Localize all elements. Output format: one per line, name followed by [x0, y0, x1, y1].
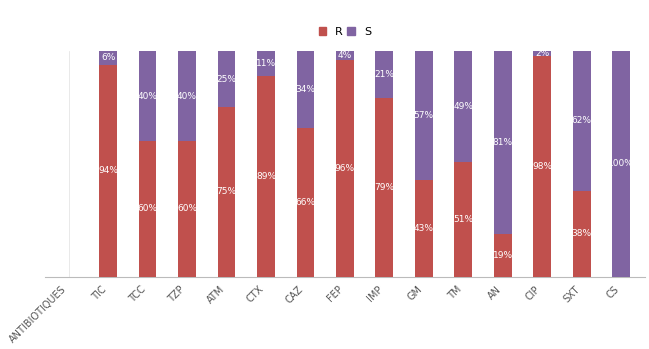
Text: 81%: 81% — [493, 138, 513, 147]
Bar — [178, 51, 196, 141]
Bar — [217, 107, 236, 276]
Bar — [533, 55, 551, 276]
Bar — [454, 162, 472, 276]
Text: 40%: 40% — [138, 91, 158, 101]
Text: 57%: 57% — [414, 111, 434, 120]
Text: 51%: 51% — [453, 215, 473, 224]
Bar — [415, 51, 433, 180]
Text: 96%: 96% — [335, 164, 355, 173]
Bar — [494, 51, 511, 234]
Bar — [494, 234, 511, 276]
Text: 4%: 4% — [337, 51, 352, 60]
Bar — [217, 51, 236, 107]
Bar — [178, 141, 196, 276]
Bar — [573, 191, 591, 276]
Text: 19%: 19% — [493, 251, 513, 260]
Text: 21%: 21% — [374, 70, 395, 79]
Text: 79%: 79% — [374, 183, 395, 192]
Text: 60%: 60% — [138, 205, 158, 213]
Bar — [336, 51, 354, 60]
Text: 94%: 94% — [98, 166, 118, 175]
Legend: R, S: R, S — [319, 27, 371, 37]
Text: 98%: 98% — [532, 162, 552, 171]
Text: 75%: 75% — [216, 187, 236, 196]
Text: 100%: 100% — [608, 159, 634, 168]
Bar — [376, 51, 393, 98]
Text: 11%: 11% — [256, 59, 276, 68]
Bar — [336, 60, 354, 276]
Text: 6%: 6% — [101, 53, 116, 62]
Text: 38%: 38% — [572, 229, 592, 238]
Text: 60%: 60% — [177, 205, 197, 213]
Bar — [99, 65, 117, 276]
Bar — [297, 51, 314, 128]
Bar — [297, 128, 314, 276]
Text: 25%: 25% — [217, 75, 236, 84]
Bar — [139, 51, 156, 141]
Text: 66%: 66% — [295, 198, 315, 207]
Bar — [454, 51, 472, 162]
Bar — [99, 51, 117, 65]
Bar — [612, 51, 630, 276]
Text: 89%: 89% — [256, 172, 276, 181]
Bar — [533, 51, 551, 55]
Bar — [257, 51, 275, 76]
Bar — [376, 98, 393, 276]
Text: 34%: 34% — [295, 85, 315, 94]
Text: 40%: 40% — [177, 91, 197, 101]
Bar — [573, 51, 591, 191]
Text: 2%: 2% — [535, 49, 549, 58]
Bar — [415, 180, 433, 276]
Text: 62%: 62% — [572, 117, 592, 125]
Text: 43%: 43% — [414, 224, 434, 232]
Bar — [257, 76, 275, 276]
Bar — [139, 141, 156, 276]
Text: 49%: 49% — [453, 102, 473, 111]
